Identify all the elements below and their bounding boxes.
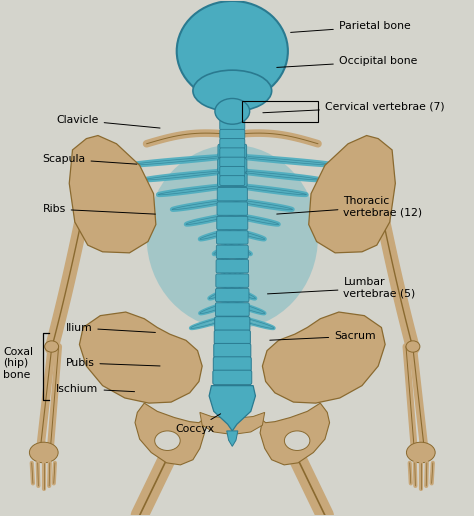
Ellipse shape <box>406 341 420 352</box>
Text: Scapula: Scapula <box>42 154 137 164</box>
FancyBboxPatch shape <box>218 173 247 186</box>
Ellipse shape <box>146 145 318 329</box>
Text: Cervical vertebrae (7): Cervical vertebrae (7) <box>263 102 445 112</box>
FancyBboxPatch shape <box>220 175 245 185</box>
Text: Thoracic
vertebrae (12): Thoracic vertebrae (12) <box>277 196 423 217</box>
FancyBboxPatch shape <box>214 330 250 345</box>
Text: Coxal
(hip)
bone: Coxal (hip) bone <box>3 347 33 380</box>
Ellipse shape <box>284 431 310 450</box>
FancyBboxPatch shape <box>214 344 251 358</box>
Text: Ischium: Ischium <box>56 384 135 394</box>
FancyBboxPatch shape <box>217 202 247 215</box>
FancyBboxPatch shape <box>216 288 249 302</box>
FancyBboxPatch shape <box>218 159 247 172</box>
Text: Pubis: Pubis <box>65 358 160 368</box>
Ellipse shape <box>29 442 58 463</box>
Polygon shape <box>135 403 204 465</box>
Text: Lumbar
vertebrae (5): Lumbar vertebrae (5) <box>267 277 416 299</box>
FancyBboxPatch shape <box>216 274 249 287</box>
FancyBboxPatch shape <box>213 370 252 384</box>
Text: Parietal bone: Parietal bone <box>291 22 410 33</box>
Polygon shape <box>69 136 156 253</box>
FancyBboxPatch shape <box>213 357 251 371</box>
FancyBboxPatch shape <box>215 317 250 331</box>
Ellipse shape <box>155 431 180 450</box>
Polygon shape <box>227 431 238 446</box>
FancyBboxPatch shape <box>218 144 246 158</box>
Polygon shape <box>209 385 255 431</box>
FancyBboxPatch shape <box>220 148 245 158</box>
FancyBboxPatch shape <box>216 245 248 259</box>
FancyBboxPatch shape <box>220 166 245 176</box>
Polygon shape <box>260 403 329 465</box>
Text: Sacrum: Sacrum <box>270 331 376 341</box>
FancyBboxPatch shape <box>217 216 248 230</box>
FancyBboxPatch shape <box>217 231 248 244</box>
Polygon shape <box>200 412 264 434</box>
FancyBboxPatch shape <box>215 303 249 316</box>
Ellipse shape <box>215 99 250 124</box>
Text: Coccyx: Coccyx <box>176 414 220 434</box>
Text: Ilium: Ilium <box>65 323 155 333</box>
Ellipse shape <box>45 341 59 352</box>
FancyBboxPatch shape <box>220 130 245 139</box>
Ellipse shape <box>177 1 288 101</box>
FancyBboxPatch shape <box>216 260 248 273</box>
Polygon shape <box>309 136 395 253</box>
FancyBboxPatch shape <box>220 157 245 167</box>
FancyBboxPatch shape <box>217 187 247 201</box>
FancyBboxPatch shape <box>220 139 245 149</box>
Text: Occipital bone: Occipital bone <box>277 56 417 68</box>
FancyBboxPatch shape <box>220 120 245 130</box>
Ellipse shape <box>406 442 435 463</box>
Text: Clavicle: Clavicle <box>56 115 160 128</box>
Polygon shape <box>80 312 202 403</box>
Text: Ribs: Ribs <box>42 204 155 214</box>
Polygon shape <box>263 312 385 403</box>
Ellipse shape <box>193 70 272 111</box>
